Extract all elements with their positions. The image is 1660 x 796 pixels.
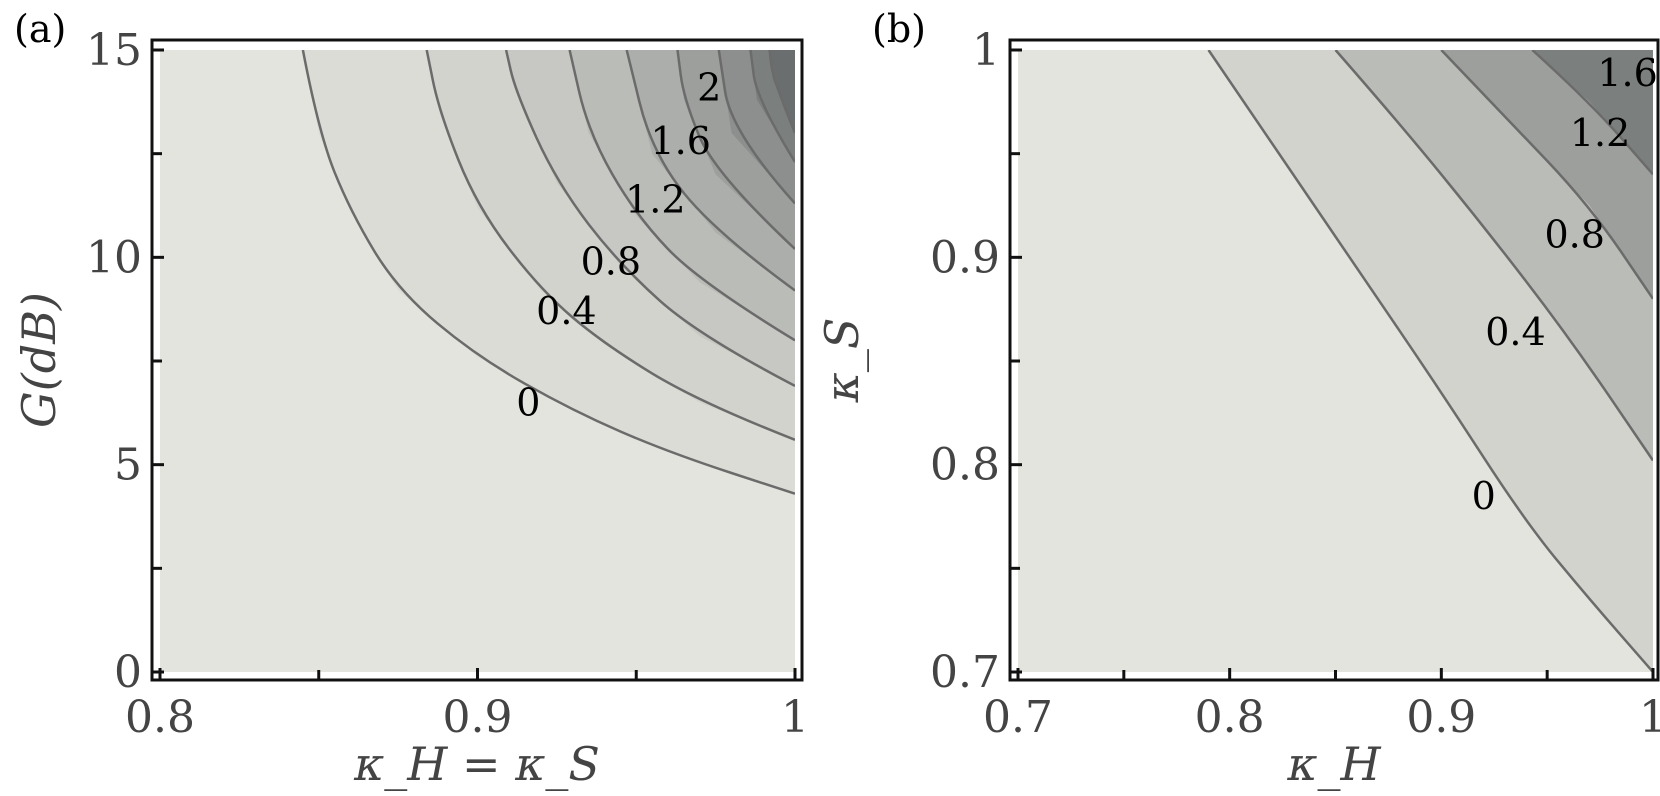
- contour-line-1.2: [1531, 49, 1654, 176]
- contour-line-1: [676, 49, 796, 250]
- panel-b: 0.7 0.8 0.9 1 0.7 0.8 0.9 1 0 0.4 0.8 1.2 1.6 κ_H κ_S (…: [815, 7, 1660, 791]
- contour-line-0: [1207, 49, 1654, 673]
- y-tick-label: 0.8: [930, 440, 1000, 491]
- contour-line-1.6: [768, 49, 797, 134]
- contour-level-label: 1.2: [1570, 111, 1630, 155]
- contour-line-0.2: [425, 49, 796, 441]
- y-tick-label: 1: [972, 25, 1000, 76]
- y-tick-label: 0.9: [930, 232, 1000, 283]
- y-tick-label: 5: [114, 440, 142, 491]
- contour-line-0.4: [504, 49, 796, 388]
- x-axis-label: κ_H: [1286, 737, 1381, 791]
- contour-band-1.2: [1532, 50, 1653, 175]
- contour-level-label: 0: [1472, 474, 1496, 518]
- frame-margin-top: [152, 40, 802, 50]
- y-tick-label: 15: [86, 25, 142, 76]
- contour-level-label: 1.6: [650, 119, 710, 163]
- x-tick-label: 0.9: [1406, 692, 1476, 743]
- contour-level-label: 1.2: [625, 177, 685, 221]
- contour-line-0.4: [1334, 49, 1655, 462]
- x-tick-label: 0.7: [983, 692, 1053, 743]
- contour-line-0: [301, 49, 796, 495]
- panel-label: (a): [14, 7, 66, 51]
- contour-line-0.8: [625, 49, 796, 292]
- frame-margin-top: [1010, 40, 1658, 50]
- contour-level-label: 1.6: [1597, 51, 1657, 95]
- x-tick-label: 1: [781, 692, 809, 743]
- frame-margin-right: [1653, 40, 1658, 680]
- contour-level-label: 0: [516, 380, 540, 424]
- contour-band-1.6: [769, 50, 795, 133]
- contour-level-label: 2: [697, 65, 721, 109]
- contour-line-1.2: [717, 49, 796, 205]
- y-tick-label: 10: [86, 232, 142, 283]
- x-tick-label: 1: [1639, 692, 1660, 743]
- contour-line-0.8: [1440, 49, 1655, 300]
- contour-line-1.4: [749, 49, 797, 163]
- y-tick-label: 0.7: [930, 647, 1000, 698]
- y-tick-label: 0: [114, 647, 142, 698]
- frame-margin-right: [795, 40, 802, 680]
- contour-line-0.6: [568, 49, 796, 342]
- contour-level-label: 0.8: [1544, 213, 1604, 257]
- x-tick-label: 0.9: [443, 692, 513, 743]
- panel-label: (b): [872, 7, 926, 51]
- x-axis-label: κ_H = κ_S: [353, 737, 600, 791]
- y-axis-label: G(dB): [12, 292, 66, 428]
- x-tick-label: 0.8: [1195, 692, 1265, 743]
- contour-level-label: 0.8: [581, 239, 641, 283]
- y-axis-label: κ_S: [815, 318, 869, 404]
- contour-level-label: 0.4: [536, 289, 596, 333]
- x-tick-label: 0.8: [125, 692, 195, 743]
- contour-level-label: 0.4: [1485, 310, 1545, 354]
